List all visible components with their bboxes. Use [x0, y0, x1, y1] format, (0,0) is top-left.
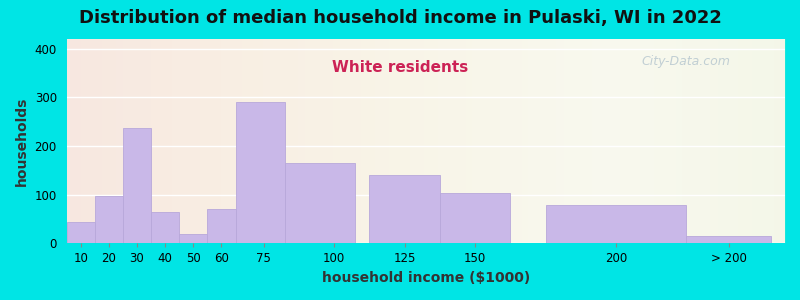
Text: City-Data.com: City-Data.com — [642, 56, 730, 68]
Bar — [94, 196, 123, 243]
Bar — [151, 212, 179, 243]
Bar — [285, 163, 355, 243]
Bar — [207, 209, 235, 243]
Bar — [179, 234, 207, 243]
Bar — [66, 221, 94, 243]
Bar — [546, 206, 686, 243]
Bar — [123, 128, 151, 243]
Bar — [686, 236, 771, 243]
Text: White residents: White residents — [332, 60, 468, 75]
Bar — [235, 102, 285, 243]
Text: Distribution of median household income in Pulaski, WI in 2022: Distribution of median household income … — [78, 9, 722, 27]
Y-axis label: households: households — [15, 97, 29, 186]
Bar — [370, 175, 440, 243]
Bar — [440, 193, 510, 243]
X-axis label: household income ($1000): household income ($1000) — [322, 271, 530, 285]
